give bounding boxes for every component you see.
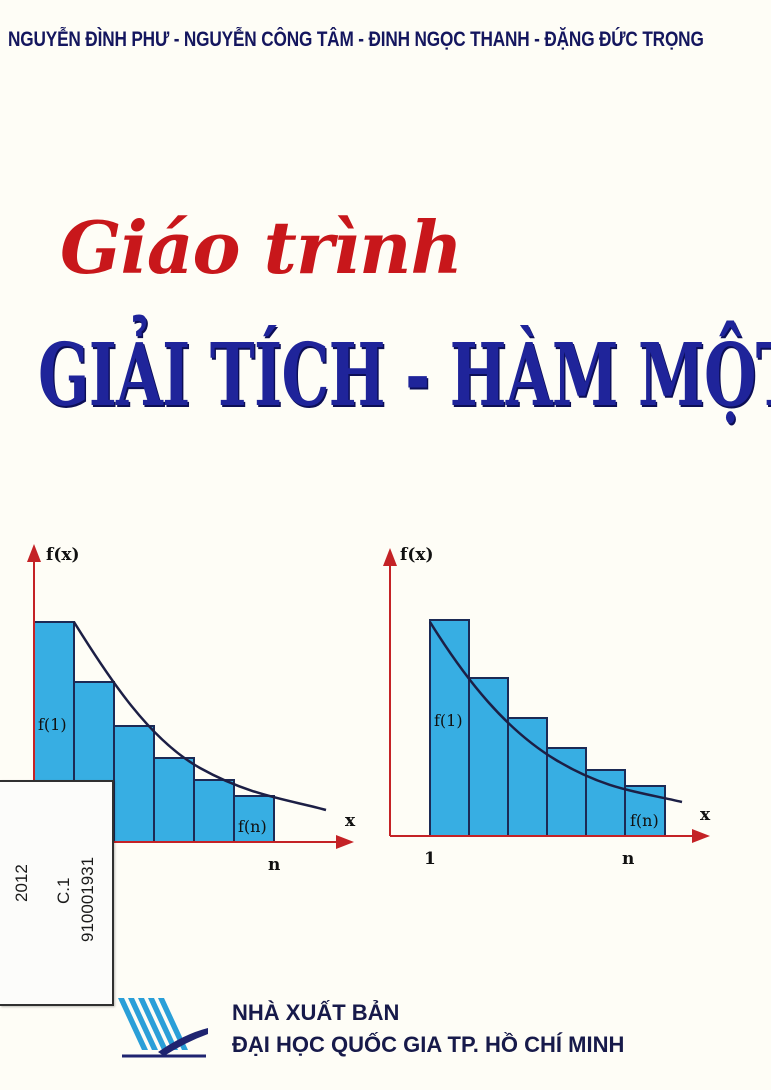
right-curve <box>428 621 683 804</box>
publisher-line1: NHÀ XUẤT BẢN <box>232 1000 400 1025</box>
right-x-arrow-icon <box>692 829 710 843</box>
right-tick-1: 1 <box>424 849 436 869</box>
left-y-arrow-icon <box>27 544 41 562</box>
publisher: NHÀ XUẤT BẢN ĐẠI HỌC QUỐC GIA TP. HỒ CHÍ… <box>232 998 624 1062</box>
right-diagram: f(x) x f(1) f(n) 1 n <box>383 545 711 869</box>
left-x-label: x <box>345 811 356 831</box>
library-barcode: 910001931 <box>78 856 97 942</box>
right-bar-4 <box>546 747 587 837</box>
left-x-arrow-icon <box>336 835 354 849</box>
title-script: Giáo trình <box>60 205 463 290</box>
publisher-line2: ĐẠI HỌC QUỐC GIA TP. HỒ CHÍ MINH <box>232 1032 625 1057</box>
right-bar-3 <box>507 717 548 837</box>
right-bar-label-first: f(1) <box>434 711 463 730</box>
right-bar-label-last: f(n) <box>630 811 659 830</box>
left-bar-4 <box>153 757 195 843</box>
left-curve <box>72 621 327 812</box>
title-main: GIẢI TÍCH - HÀM MỘT BIẾN <box>38 325 771 426</box>
library-label: 2012 C.1 910001931 <box>0 780 114 1006</box>
publisher-logo-icon <box>118 998 208 1058</box>
riemann-sum-diagrams: f(x) x f(1) f(n) n f(x) x <box>27 544 711 870</box>
left-bar-label-last: f(n) <box>238 817 267 836</box>
left-bar-3 <box>113 725 155 843</box>
right-tick-n: n <box>622 849 634 869</box>
left-bar-label-first: f(1) <box>38 715 67 734</box>
left-bar-5 <box>193 779 235 843</box>
right-y-arrow-icon <box>383 548 397 566</box>
right-x-label: x <box>700 805 711 825</box>
library-year: 2012 <box>12 864 31 902</box>
right-bar-5 <box>585 769 626 837</box>
left-tick-n: n <box>268 855 280 870</box>
left-y-label: f(x) <box>46 545 80 565</box>
right-bar-1 <box>429 619 470 837</box>
right-y-label: f(x) <box>400 545 434 565</box>
authors: NGUYỄN ĐÌNH PHƯ - NGUYỄN CÔNG TÂM - ĐINH… <box>8 28 704 51</box>
left-bar-6 <box>233 795 275 843</box>
library-copy: C.1 <box>54 877 73 904</box>
